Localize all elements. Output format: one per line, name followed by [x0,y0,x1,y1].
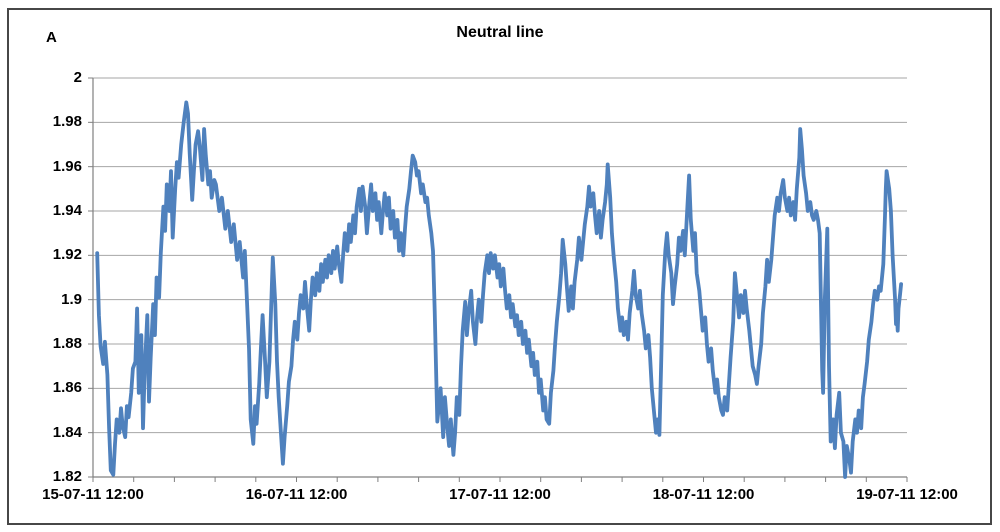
y-tick-label: 1.84 [52,423,82,441]
neutral-line-series [95,100,903,479]
y-axis-unit-label: A [46,29,57,46]
y-tick-label: 1.88 [52,335,82,352]
x-tick-label: 17-07-11 12:00 [449,486,551,503]
y-tick-label: 1.94 [52,202,82,219]
y-tick-label: 1.82 [52,468,82,485]
x-tick-label: 15-07-11 12:00 [42,486,144,503]
chart-title: Neutral line [456,24,544,41]
y-tick-label: 2 [73,69,82,86]
x-tick-label: 18-07-11 12:00 [652,486,755,503]
y-tick-label: 1.86 [52,379,82,397]
x-tick-label: 16-07-11 12:00 [245,486,348,503]
x-tick-label: 19-07-11 12:00 [856,486,958,503]
y-tick-label: 1.98 [52,113,82,131]
y-tick-label: 1.9 [61,290,82,308]
y-tick-label: 1.92 [52,246,82,264]
y-tick-label: 1.96 [52,157,82,175]
